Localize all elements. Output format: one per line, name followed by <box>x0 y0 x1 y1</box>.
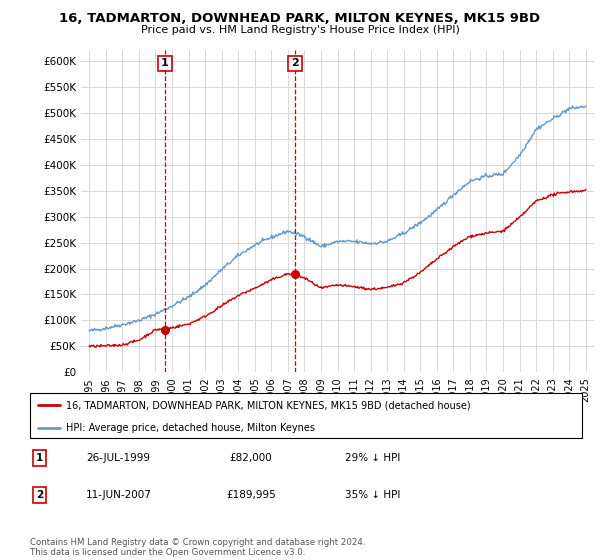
Text: 16, TADMARTON, DOWNHEAD PARK, MILTON KEYNES, MK15 9BD (detached house): 16, TADMARTON, DOWNHEAD PARK, MILTON KEY… <box>66 400 470 410</box>
Text: 1: 1 <box>37 453 44 463</box>
Text: Contains HM Land Registry data © Crown copyright and database right 2024.
This d: Contains HM Land Registry data © Crown c… <box>30 538 365 557</box>
Text: 29% ↓ HPI: 29% ↓ HPI <box>344 453 400 463</box>
Text: £82,000: £82,000 <box>229 453 272 463</box>
Text: 16, TADMARTON, DOWNHEAD PARK, MILTON KEYNES, MK15 9BD: 16, TADMARTON, DOWNHEAD PARK, MILTON KEY… <box>59 12 541 25</box>
Text: 1: 1 <box>161 58 169 68</box>
Text: 2: 2 <box>291 58 299 68</box>
Text: 26-JUL-1999: 26-JUL-1999 <box>86 453 151 463</box>
Text: 11-JUN-2007: 11-JUN-2007 <box>85 490 151 500</box>
Text: 2: 2 <box>37 490 44 500</box>
Text: £189,995: £189,995 <box>226 490 275 500</box>
Text: Price paid vs. HM Land Registry's House Price Index (HPI): Price paid vs. HM Land Registry's House … <box>140 25 460 35</box>
FancyBboxPatch shape <box>30 393 582 438</box>
Text: HPI: Average price, detached house, Milton Keynes: HPI: Average price, detached house, Milt… <box>66 423 315 433</box>
Text: 35% ↓ HPI: 35% ↓ HPI <box>344 490 400 500</box>
